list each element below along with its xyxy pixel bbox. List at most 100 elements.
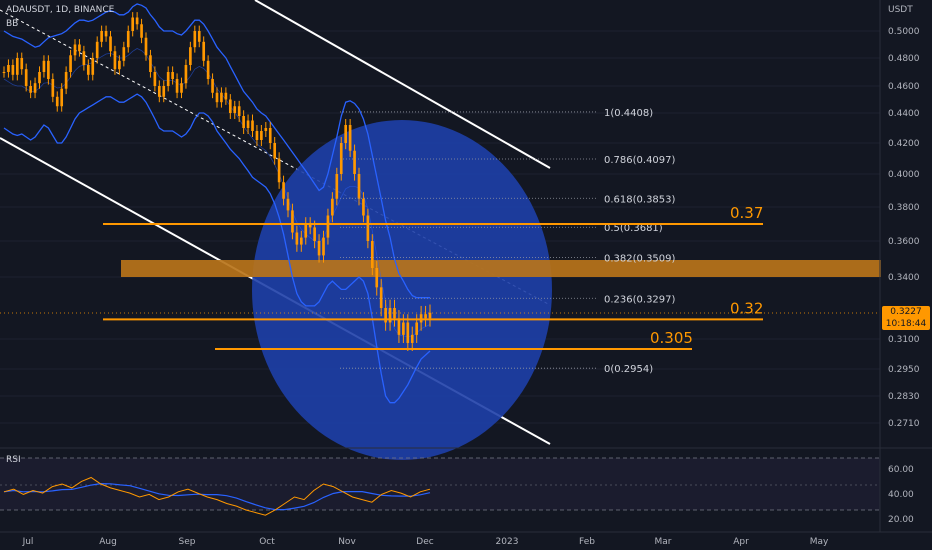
candle-body	[419, 314, 423, 323]
candle-body	[73, 44, 77, 56]
rsi-pane: 60.00 40.00 20.00	[0, 447, 932, 525]
candle-body	[353, 150, 356, 174]
candle-body	[277, 158, 281, 183]
candle-body	[171, 72, 174, 79]
candle-body	[370, 241, 374, 268]
candle-body	[228, 99, 232, 113]
candle-body	[255, 131, 259, 140]
current-price-value: 0.3227	[890, 307, 922, 317]
candle-body	[157, 86, 161, 97]
level-label: 0.32	[730, 299, 763, 317]
current-price-badge: 0.3227 10:18:44	[882, 306, 930, 330]
price-axis-tick: 0.4600	[888, 82, 920, 92]
candle-body	[428, 312, 432, 319]
time-axis-tick: Jul	[22, 537, 34, 547]
candle-body	[384, 308, 387, 323]
rsi-ma-line	[3, 482, 431, 511]
price-axis-tick: 0.4200	[888, 139, 920, 149]
candle-body	[397, 318, 401, 335]
candle-body	[375, 268, 379, 288]
candle-body	[379, 287, 383, 308]
candle-body	[180, 83, 183, 93]
candle-body	[100, 31, 103, 42]
time-axis-tick: Apr	[733, 537, 749, 547]
candle-body	[86, 65, 90, 75]
candle-body	[175, 79, 179, 93]
price-axis-tick: 0.4800	[888, 54, 920, 64]
candle-body	[393, 308, 396, 319]
candle-body	[273, 143, 277, 159]
price-channel	[0, 0, 881, 460]
fib-label: 0.5(0.3681)	[604, 223, 663, 234]
candle-body	[388, 308, 392, 323]
candle-body	[326, 215, 330, 238]
price-axis-tick: 0.2830	[888, 392, 920, 402]
candle-body	[2, 72, 6, 73]
candle-body	[220, 92, 223, 103]
price-axis-tick: 0.3400	[888, 273, 920, 283]
candle-body	[362, 198, 365, 216]
candle-body	[55, 96, 59, 107]
candle-body	[189, 47, 192, 65]
candle-body	[331, 198, 334, 216]
candle-body	[424, 314, 427, 319]
level-label: 0.305	[650, 329, 693, 347]
bb-upper-band	[3, 3, 430, 299]
candle-body	[69, 55, 72, 72]
candle-body	[406, 322, 410, 343]
time-axis-tick: Aug	[99, 537, 117, 547]
candle-body	[184, 65, 188, 84]
channel-upper-line	[254, 0, 551, 169]
candle-body	[91, 58, 95, 75]
candle-body	[344, 125, 348, 143]
price-annotations: 0.37 0.32 0.305	[0, 204, 880, 350]
candle-body	[118, 60, 121, 70]
candle-body	[299, 237, 303, 245]
fib-retracement: 1(0.4408) 0.786(0.4097) 0.618(0.3853) 0.5(0…	[340, 108, 676, 375]
candle-body	[153, 72, 157, 86]
candle-body	[42, 60, 46, 72]
candle-body	[295, 232, 299, 245]
currency-label: USDT	[888, 5, 913, 15]
candle-body	[166, 72, 170, 86]
candle-body	[38, 72, 41, 84]
candle-body	[264, 128, 268, 131]
level-label: 0.37	[730, 204, 763, 222]
candle-body	[51, 79, 55, 97]
fib-label: 1(0.4408)	[604, 108, 653, 119]
candle-body	[304, 224, 308, 238]
candle-body	[104, 31, 108, 37]
time-axis-tick: Feb	[579, 537, 595, 547]
rsi-legend: RSI	[6, 455, 21, 465]
candle-body	[308, 224, 312, 228]
time-axis-tick: Mar	[655, 537, 672, 547]
price-axis-tick: 0.3800	[888, 203, 920, 213]
candle-body	[162, 86, 166, 97]
rsi-axis-tick: 60.00	[888, 465, 914, 475]
candle-body	[135, 17, 139, 25]
candle-body	[335, 174, 339, 199]
indicator-legend: BB	[6, 19, 19, 29]
candle-body	[260, 131, 263, 140]
candle-body	[313, 227, 316, 241]
candle-body	[348, 125, 352, 151]
candle-body	[47, 60, 50, 79]
candle-body	[211, 79, 214, 93]
price-axis-tick: 0.2710	[888, 419, 920, 429]
price-axis-tick: 0.4000	[888, 170, 920, 180]
candle-body	[95, 41, 99, 58]
candle-body	[357, 174, 361, 199]
candle-body	[242, 116, 245, 128]
rsi-line	[3, 476, 431, 516]
candle-body	[233, 106, 237, 113]
candle-body	[126, 31, 130, 48]
fib-label: 0.382(0.3509)	[604, 253, 676, 264]
candle-body	[15, 58, 19, 75]
resistance-zone	[121, 260, 881, 277]
candle-body	[122, 47, 126, 61]
price-axis-tick: 0.4400	[888, 109, 920, 119]
candle-body	[60, 88, 64, 107]
fib-label: 0.786(0.4097)	[604, 155, 676, 166]
